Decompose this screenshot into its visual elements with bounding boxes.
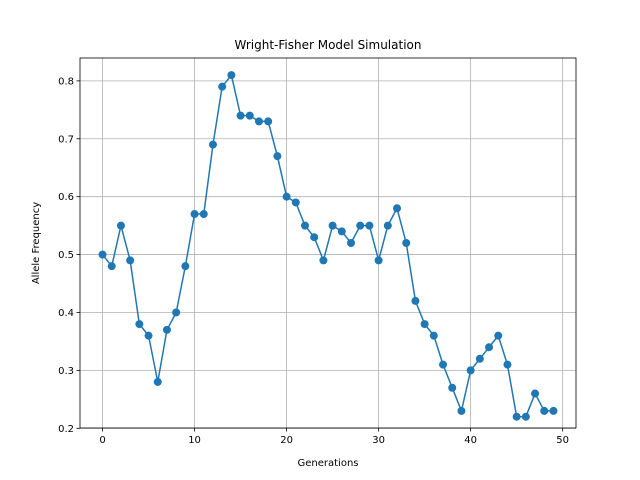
data-point — [503, 360, 512, 369]
plot-frame — [79, 57, 577, 429]
series-layer — [98, 71, 558, 421]
y-axis-label: Allele Frequency — [31, 202, 42, 284]
y-tick-label: 0.6 — [58, 192, 74, 203]
x-tick-label: 20 — [280, 435, 293, 446]
data-point — [162, 325, 171, 334]
y-tick-label: 0.2 — [58, 424, 74, 435]
data-point — [190, 210, 199, 219]
data-point — [181, 262, 190, 271]
data-point — [328, 221, 337, 230]
x-tick-label: 50 — [556, 435, 569, 446]
y-tick-label: 0.3 — [58, 366, 74, 377]
data-point — [531, 389, 540, 398]
y-tick-label: 0.8 — [58, 76, 74, 87]
data-point — [429, 331, 438, 340]
data-point — [199, 210, 208, 219]
data-point — [135, 320, 144, 329]
data-point — [448, 383, 457, 392]
data-point — [254, 117, 263, 126]
data-point — [310, 233, 319, 242]
data-point — [116, 221, 125, 230]
data-point — [383, 221, 392, 230]
data-point — [540, 406, 549, 415]
data-point — [521, 412, 530, 421]
data-point — [300, 221, 309, 230]
data-point — [264, 117, 273, 126]
data-point — [98, 250, 107, 259]
y-tick-label: 0.5 — [58, 250, 74, 261]
data-point — [227, 71, 236, 80]
data-point — [475, 354, 484, 363]
data-point — [208, 140, 217, 149]
x-tick-label: 0 — [99, 435, 105, 446]
x-tick-label: 40 — [464, 435, 477, 446]
chart-title: Wright-Fisher Model Simulation — [235, 38, 422, 52]
data-point — [144, 331, 153, 340]
data-point — [291, 198, 300, 207]
data-point — [411, 296, 420, 305]
data-point — [273, 152, 282, 161]
grid — [80, 58, 576, 429]
data-point — [153, 377, 162, 386]
data-point — [374, 256, 383, 265]
x-tick-label: 30 — [372, 435, 385, 446]
data-point — [245, 111, 254, 120]
data-point — [494, 331, 503, 340]
data-point — [420, 320, 429, 329]
data-point — [365, 221, 374, 230]
ticks: 0 10 20 30 40 50 0.2 0.3 0.4 0.5 0.6 0.7 0.8 — [58, 76, 569, 446]
y-tick-label: 0.4 — [58, 308, 74, 319]
data-point — [319, 256, 328, 265]
x-axis-label: Generations — [298, 458, 359, 469]
data-point — [457, 406, 466, 415]
data-point — [402, 239, 411, 247]
data-point — [172, 308, 181, 317]
data-point — [356, 221, 365, 230]
data-point — [218, 82, 227, 91]
data-point — [126, 256, 135, 265]
data-point — [282, 192, 291, 201]
data-point — [393, 204, 402, 213]
data-point — [466, 366, 475, 375]
data-point — [485, 343, 494, 352]
y-tick-label: 0.7 — [58, 134, 74, 145]
data-point — [549, 406, 558, 415]
data-point — [107, 262, 116, 271]
data-point — [347, 239, 356, 247]
data-point — [236, 111, 245, 120]
x-tick-label: 10 — [188, 435, 201, 446]
data-point — [337, 227, 346, 236]
data-point — [439, 360, 448, 369]
data-point — [512, 412, 521, 421]
